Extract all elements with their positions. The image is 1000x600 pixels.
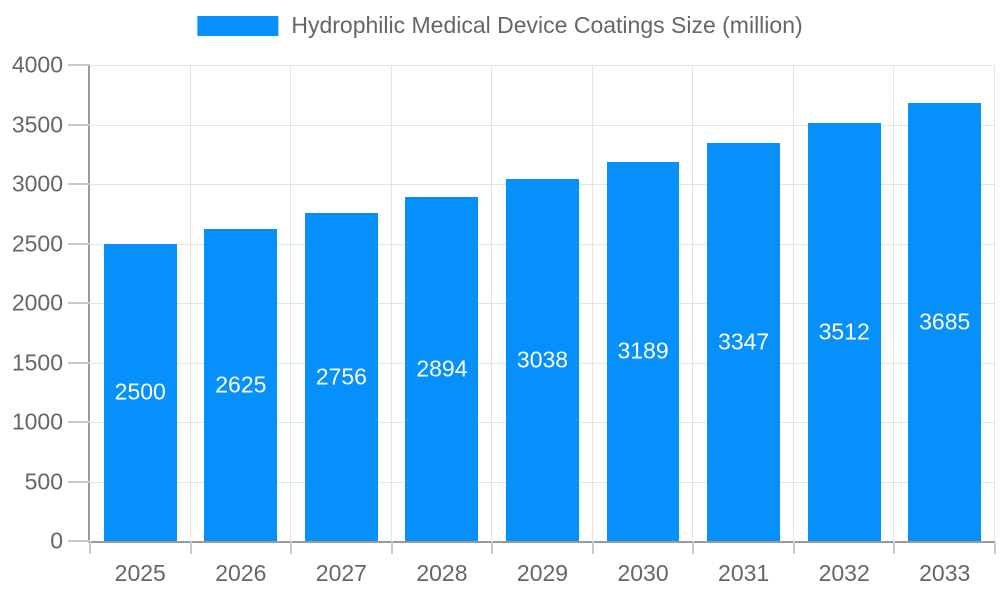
- y-gridline: [90, 65, 995, 66]
- x-axis-label: 2028: [416, 560, 468, 586]
- legend-label: Hydrophilic Medical Device Coatings Size…: [291, 12, 803, 38]
- x-axis-label: 2033: [919, 560, 971, 586]
- bar-value-label: 3685: [919, 308, 971, 335]
- y-axis-label: 3500: [11, 111, 63, 137]
- y-axis-label: 1500: [11, 349, 63, 375]
- legend-swatch-icon: [197, 15, 279, 36]
- plot-area: 0 500 1000 1500 2000 2500 3000 3500 4000 2500 2025…: [12, 52, 996, 586]
- y-axis-label: 3000: [11, 170, 63, 197]
- x-gridline: [591, 65, 593, 541]
- bar[interactable]: [405, 196, 479, 541]
- bar-value-label: 3189: [617, 337, 669, 364]
- y-axis-tick: [68, 302, 90, 304]
- bar-value-label: 2625: [215, 371, 267, 398]
- bar[interactable]: [204, 228, 278, 541]
- x-gridline: [692, 65, 694, 541]
- x-gridline: [390, 65, 392, 541]
- y-axis-label: 500: [24, 468, 63, 494]
- y-axis-label: 2000: [11, 289, 63, 316]
- bar-value-label: 3512: [818, 318, 870, 345]
- x-axis-tick: [792, 541, 795, 554]
- y-axis-tick: [68, 183, 90, 185]
- y-axis-tick: [68, 540, 90, 542]
- x-axis-tick: [290, 541, 293, 554]
- y-axis-tick: [68, 361, 90, 364]
- x-gridline: [189, 65, 191, 541]
- bar-value-label: 2756: [315, 363, 367, 390]
- bar[interactable]: [304, 213, 378, 541]
- bar-value-label: 3347: [718, 328, 770, 355]
- x-gridline: [290, 65, 292, 541]
- x-axis-tick: [994, 541, 996, 554]
- x-axis-label: 2025: [114, 560, 166, 586]
- y-axis-label: 4000: [11, 51, 63, 78]
- y-axis-tick: [68, 421, 90, 423]
- y-axis-tick: [68, 480, 90, 483]
- legend-item[interactable]: Hydrophilic Medical Device Coatings Size…: [197, 12, 803, 39]
- x-axis-label: 2032: [818, 560, 870, 586]
- x-gridline: [893, 65, 895, 541]
- x-axis-label: 2029: [516, 560, 569, 586]
- bar[interactable]: [707, 142, 781, 541]
- x-gridline: [792, 65, 794, 541]
- y-axis-tick: [68, 123, 90, 126]
- x-axis-tick: [491, 541, 494, 554]
- y-axis-label: 2500: [11, 230, 63, 256]
- x-axis-tick: [189, 541, 192, 554]
- x-axis-tick: [390, 541, 393, 554]
- bar[interactable]: [606, 161, 680, 541]
- x-axis-label: 2031: [718, 560, 770, 586]
- x-axis-label: 2026: [215, 560, 267, 586]
- y-axis-tick: [68, 242, 90, 245]
- x-axis-label: 2027: [315, 560, 367, 586]
- x-axis-tick: [692, 541, 695, 554]
- y-axis-tick: [68, 64, 90, 66]
- x-gridline: [994, 65, 995, 541]
- x-gridline: [491, 65, 493, 541]
- bar[interactable]: [807, 123, 881, 541]
- bar[interactable]: [908, 102, 982, 541]
- x-axis-label: 2030: [617, 560, 669, 586]
- bar-value-label: 2500: [114, 378, 166, 405]
- x-axis-tick: [89, 541, 91, 554]
- bar[interactable]: [506, 179, 579, 541]
- y-axis-label: 0: [50, 527, 63, 554]
- bar[interactable]: [103, 243, 177, 541]
- bar-value-label: 3038: [516, 346, 569, 373]
- x-axis-tick: [591, 541, 594, 554]
- bar-value-label: 2894: [416, 355, 468, 382]
- y-axis-label: 1000: [11, 408, 63, 435]
- y-gridline: [90, 124, 995, 126]
- x-axis-tick: [893, 541, 896, 554]
